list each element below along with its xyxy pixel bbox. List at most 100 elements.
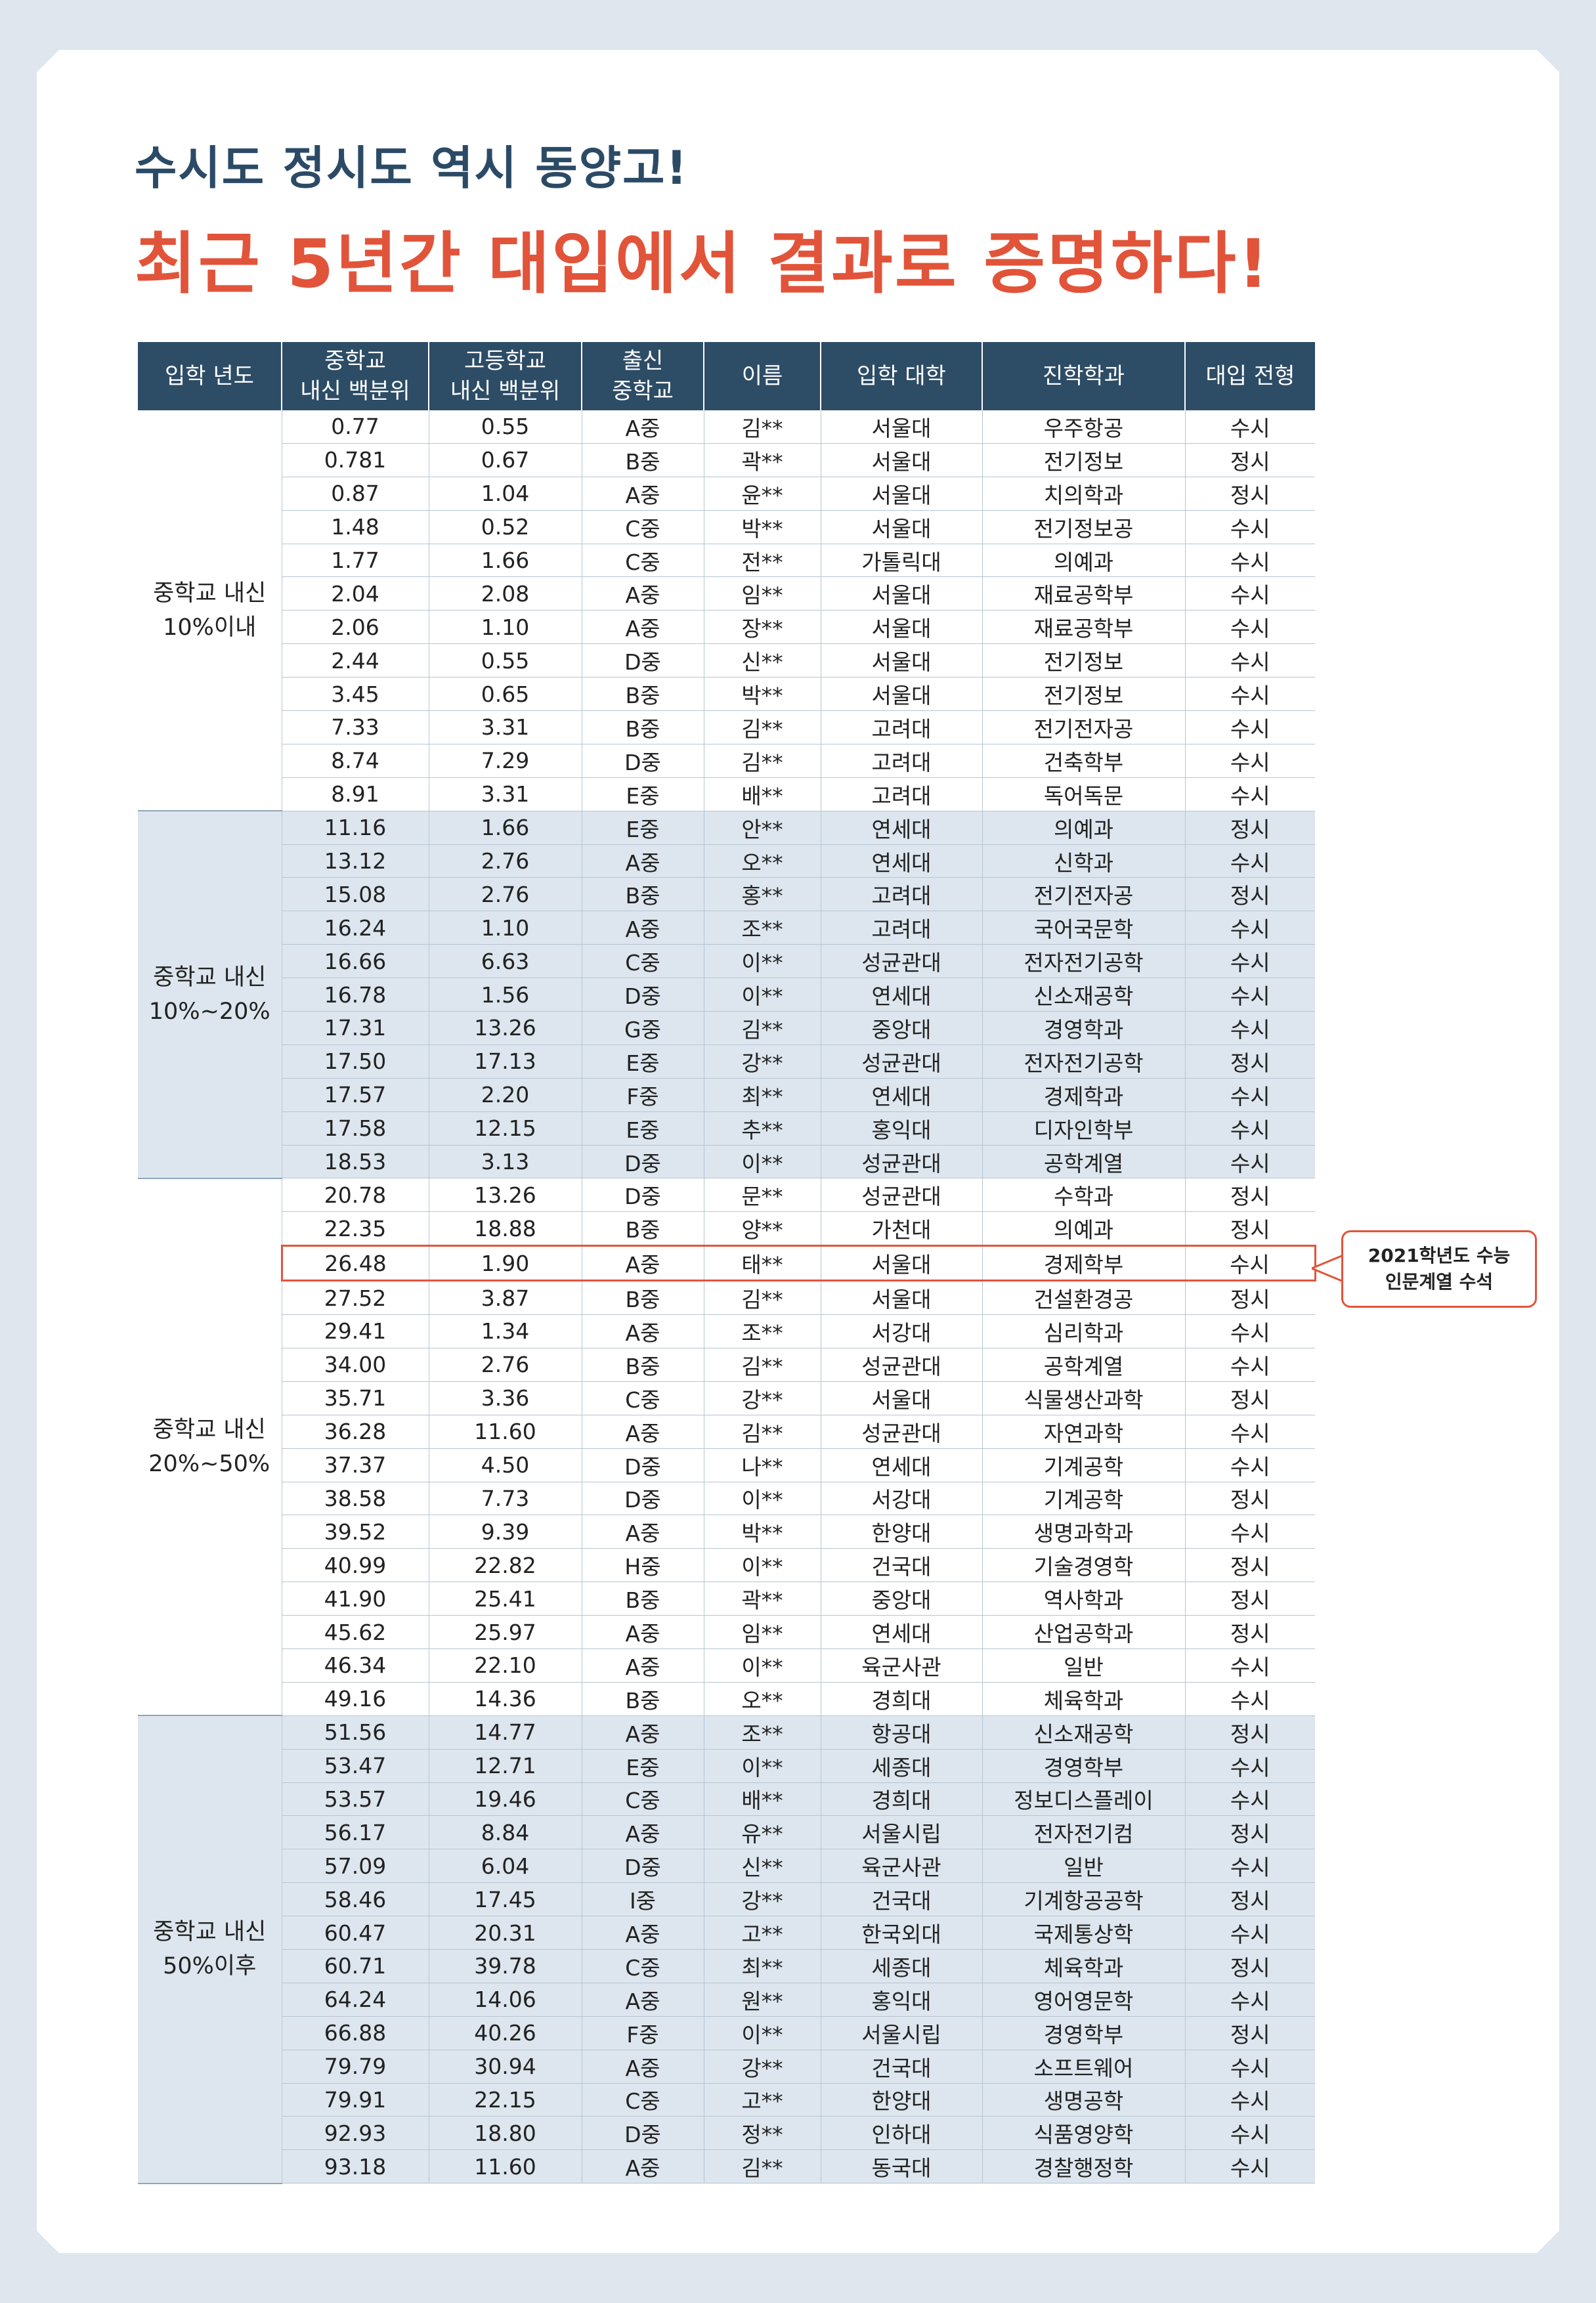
middle-school-cell: C중 xyxy=(582,1381,704,1415)
middle-school-percentile-cell: 16.24 xyxy=(282,911,429,945)
admissions-results-table: 입학 년도 중학교 내신 백분위 고등학교 내신 백분위 출신 중학교 이름 입학 대학 진학학과… xyxy=(138,342,1316,2184)
admission-type-cell: 수시 xyxy=(1185,1415,1315,1449)
department-cell: 건설환경공 xyxy=(982,1280,1186,1316)
middle-school-percentile-cell: 3.45 xyxy=(282,677,429,712)
admission-type-cell: 수시 xyxy=(1185,2083,1315,2117)
university-cell: 서울대 xyxy=(821,443,983,477)
table-row: 60.71 39.78 C중 최** 세종대 체육학과 정시 xyxy=(138,1949,1315,1983)
middle-school-percentile-cell: 0.87 xyxy=(282,477,429,511)
student-name-cell: 김** xyxy=(704,1280,821,1316)
table-row: 79.79 30.94 A중 강** 건국대 소프트웨어 수시 xyxy=(138,2050,1315,2084)
university-cell: 중앙대 xyxy=(821,1011,983,1045)
middle-school-percentile-cell: 92.93 xyxy=(282,2116,429,2151)
department-cell: 경영학부 xyxy=(982,1749,1186,1783)
middle-school-cell: F중 xyxy=(582,2016,704,2050)
table-row: 49.16 14.36 B중 오** 경희대 체육학과 수시 xyxy=(138,1682,1315,1716)
middle-school-percentile-cell: 11.16 xyxy=(282,811,429,845)
high-school-percentile-cell: 7.73 xyxy=(429,1482,582,1516)
middle-school-cell: C중 xyxy=(582,2083,704,2117)
middle-school-cell: A중 xyxy=(582,1715,704,1750)
university-cell: 세종대 xyxy=(821,1949,983,1983)
admission-type-cell: 정시 xyxy=(1185,811,1315,845)
middle-school-percentile-cell: 2.44 xyxy=(282,643,429,678)
department-cell: 디자인학부 xyxy=(982,1111,1186,1146)
middle-school-percentile-cell: 53.57 xyxy=(282,1782,429,1817)
middle-school-percentile-cell: 39.52 xyxy=(282,1515,429,1549)
admission-type-cell: 정시 xyxy=(1185,1882,1315,1917)
department-cell: 의예과 xyxy=(982,811,1186,845)
admission-type-cell: 수시 xyxy=(1185,1682,1315,1716)
table-row: 0.87 1.04 A중 윤** 서울대 치의학과 정시 xyxy=(138,477,1315,511)
high-school-percentile-cell: 18.88 xyxy=(429,1211,582,1247)
department-cell: 경찰행정학 xyxy=(982,2149,1186,2184)
middle-school-cell: A중 xyxy=(582,576,704,611)
admission-type-cell: 수시 xyxy=(1185,944,1315,979)
table-row: 중학교 내신 20%~50% 20.78 13.26 D중 문** 성균관대 수학과 정시 xyxy=(138,1178,1315,1717)
university-cell: 한양대 xyxy=(821,2083,983,2117)
middle-school-percentile-cell: 60.71 xyxy=(282,1949,429,1983)
department-cell: 영어영문학 xyxy=(982,1983,1186,2017)
table-row: 2.04 2.08 A중 임** 서울대 재료공학부 수시 xyxy=(138,576,1315,611)
high-school-percentile-cell: 1.34 xyxy=(429,1314,582,1348)
middle-school-percentile-cell: 49.16 xyxy=(282,1682,429,1716)
admission-type-cell: 정시 xyxy=(1185,477,1315,511)
table-row: 15.08 2.76 B중 홍** 고려대 전기전자공 정시 xyxy=(138,877,1315,912)
university-cell: 홍익대 xyxy=(821,1111,983,1146)
table-row: 13.12 2.76 A중 오** 연세대 신학과 수시 xyxy=(138,844,1315,878)
middle-school-cell: B중 xyxy=(582,710,704,744)
university-cell: 연세대 xyxy=(821,844,983,878)
middle-school-cell: E중 xyxy=(582,1749,704,1783)
high-school-percentile-cell: 2.76 xyxy=(429,1348,582,1382)
middle-school-percentile-cell: 1.77 xyxy=(282,544,429,578)
middle-school-cell: G중 xyxy=(582,1011,704,1045)
student-name-cell: 박** xyxy=(704,677,821,712)
middle-school-cell: A중 xyxy=(582,1815,704,1850)
table-row: 58.46 17.45 I중 강** 건국대 기계항공공학 정시 xyxy=(138,1882,1315,1917)
high-school-percentile-cell: 8.84 xyxy=(429,1815,582,1850)
student-name-cell: 추** xyxy=(704,1111,821,1146)
middle-school-percentile-cell: 51.56 xyxy=(282,1715,429,1750)
middle-school-percentile-cell: 60.47 xyxy=(282,1916,429,1950)
middle-school-cell: A중 xyxy=(582,1314,704,1348)
table-row: 18.53 3.13 D중 이** 성균관대 공학계열 수시 xyxy=(138,1145,1315,1179)
middle-school-cell: C중 xyxy=(582,1949,704,1983)
table-row: 22.35 18.88 B중 양** 가천대 의예과 정시 xyxy=(138,1211,1315,1247)
table-row: 0.781 0.67 B중 곽** 서울대 전기정보 정시 xyxy=(138,443,1315,477)
admission-type-cell: 수시 xyxy=(1185,510,1315,544)
university-cell: 서울대 xyxy=(821,477,983,511)
admission-type-cell: 수시 xyxy=(1185,1648,1315,1683)
middle-school-cell: H중 xyxy=(582,1548,704,1583)
middle-school-cell: E중 xyxy=(582,1044,704,1079)
middle-school-cell: A중 xyxy=(582,610,704,645)
department-cell: 기계공학 xyxy=(982,1482,1186,1516)
admission-type-cell: 수시 xyxy=(1185,2149,1315,2184)
high-school-percentile-cell: 3.31 xyxy=(429,777,582,811)
callout-line1: 2021학년도 수능 xyxy=(1368,1245,1511,1266)
high-school-percentile-cell: 7.29 xyxy=(429,744,582,778)
middle-school-percentile-cell: 18.53 xyxy=(282,1145,429,1179)
student-name-cell: 김** xyxy=(704,1415,821,1449)
high-school-percentile-cell: 9.39 xyxy=(429,1515,582,1549)
student-name-cell: 태** xyxy=(704,1245,821,1282)
university-cell: 서울대 xyxy=(821,643,983,678)
middle-school-cell: A중 xyxy=(582,1415,704,1449)
department-cell: 공학계열 xyxy=(982,1348,1186,1382)
middle-school-percentile-cell: 13.12 xyxy=(282,844,429,878)
column-header: 출신 중학교 xyxy=(582,342,704,410)
table-row: 38.58 7.73 D중 이** 서강대 기계공학 정시 xyxy=(138,1482,1315,1516)
department-cell: 우주항공 xyxy=(982,410,1186,444)
column-header-line1: 고등학교 xyxy=(464,348,547,374)
category-cell: 중학교 내신 10%이내 xyxy=(138,410,282,812)
department-cell: 공학계열 xyxy=(982,1145,1186,1179)
table-row: 64.24 14.06 A중 원** 홍익대 영어영문학 수시 xyxy=(138,1983,1315,2017)
admission-type-cell: 정시 xyxy=(1185,443,1315,477)
middle-school-cell: C중 xyxy=(582,510,704,544)
university-cell: 육군사관 xyxy=(821,1849,983,1883)
table-row: 56.17 8.84 A중 유** 서울시립 전자전기컴 정시 xyxy=(138,1815,1315,1850)
student-name-cell: 원** xyxy=(704,1983,821,2017)
department-cell: 치의학과 xyxy=(982,477,1186,511)
high-school-percentile-cell: 19.46 xyxy=(429,1782,582,1817)
university-cell: 서울대 xyxy=(821,1381,983,1415)
admission-type-cell: 수시 xyxy=(1185,2116,1315,2151)
table-row: 중학교 내신 10%이내 0.77 0.55 A중 김** 서울대 우주항공 수시 xyxy=(138,410,1315,812)
